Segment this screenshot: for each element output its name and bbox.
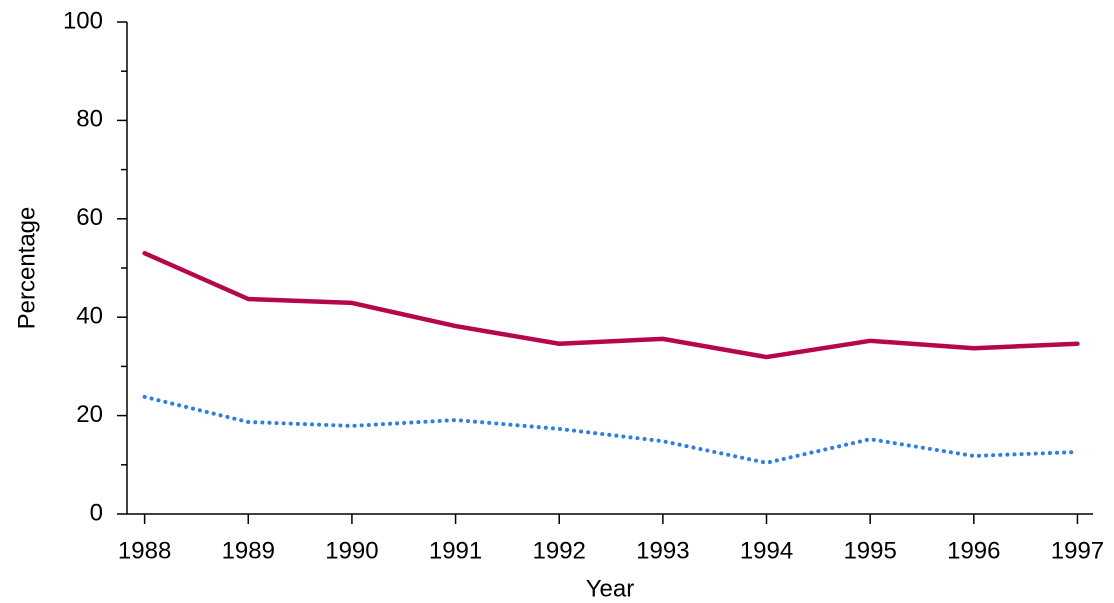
x-tick-label: 1997	[1051, 537, 1104, 564]
x-tick-label: 1991	[429, 537, 482, 564]
x-tick-label: 1996	[947, 537, 1000, 564]
x-tick-label: 1994	[740, 537, 793, 564]
series-line	[142, 250, 1080, 360]
y-tick-label: 80	[76, 106, 103, 133]
y-tick-label: 0	[90, 499, 103, 526]
x-tick-label: 1990	[325, 537, 378, 564]
y-tick-label: 20	[76, 401, 103, 428]
x-tick-label: 1989	[222, 537, 275, 564]
y-tick-label: 60	[76, 204, 103, 231]
y-axis-label: Percentage	[13, 207, 40, 330]
y-tick-label: 40	[76, 303, 103, 330]
x-tick-label: 1993	[636, 537, 689, 564]
series-line	[142, 394, 1080, 465]
x-tick-label: 1988	[118, 537, 171, 564]
y-tick-label: 100	[63, 7, 103, 34]
x-axis-label: Year	[586, 575, 635, 602]
x-tick-label: 1992	[533, 537, 586, 564]
x-tick-label: 1995	[843, 537, 896, 564]
